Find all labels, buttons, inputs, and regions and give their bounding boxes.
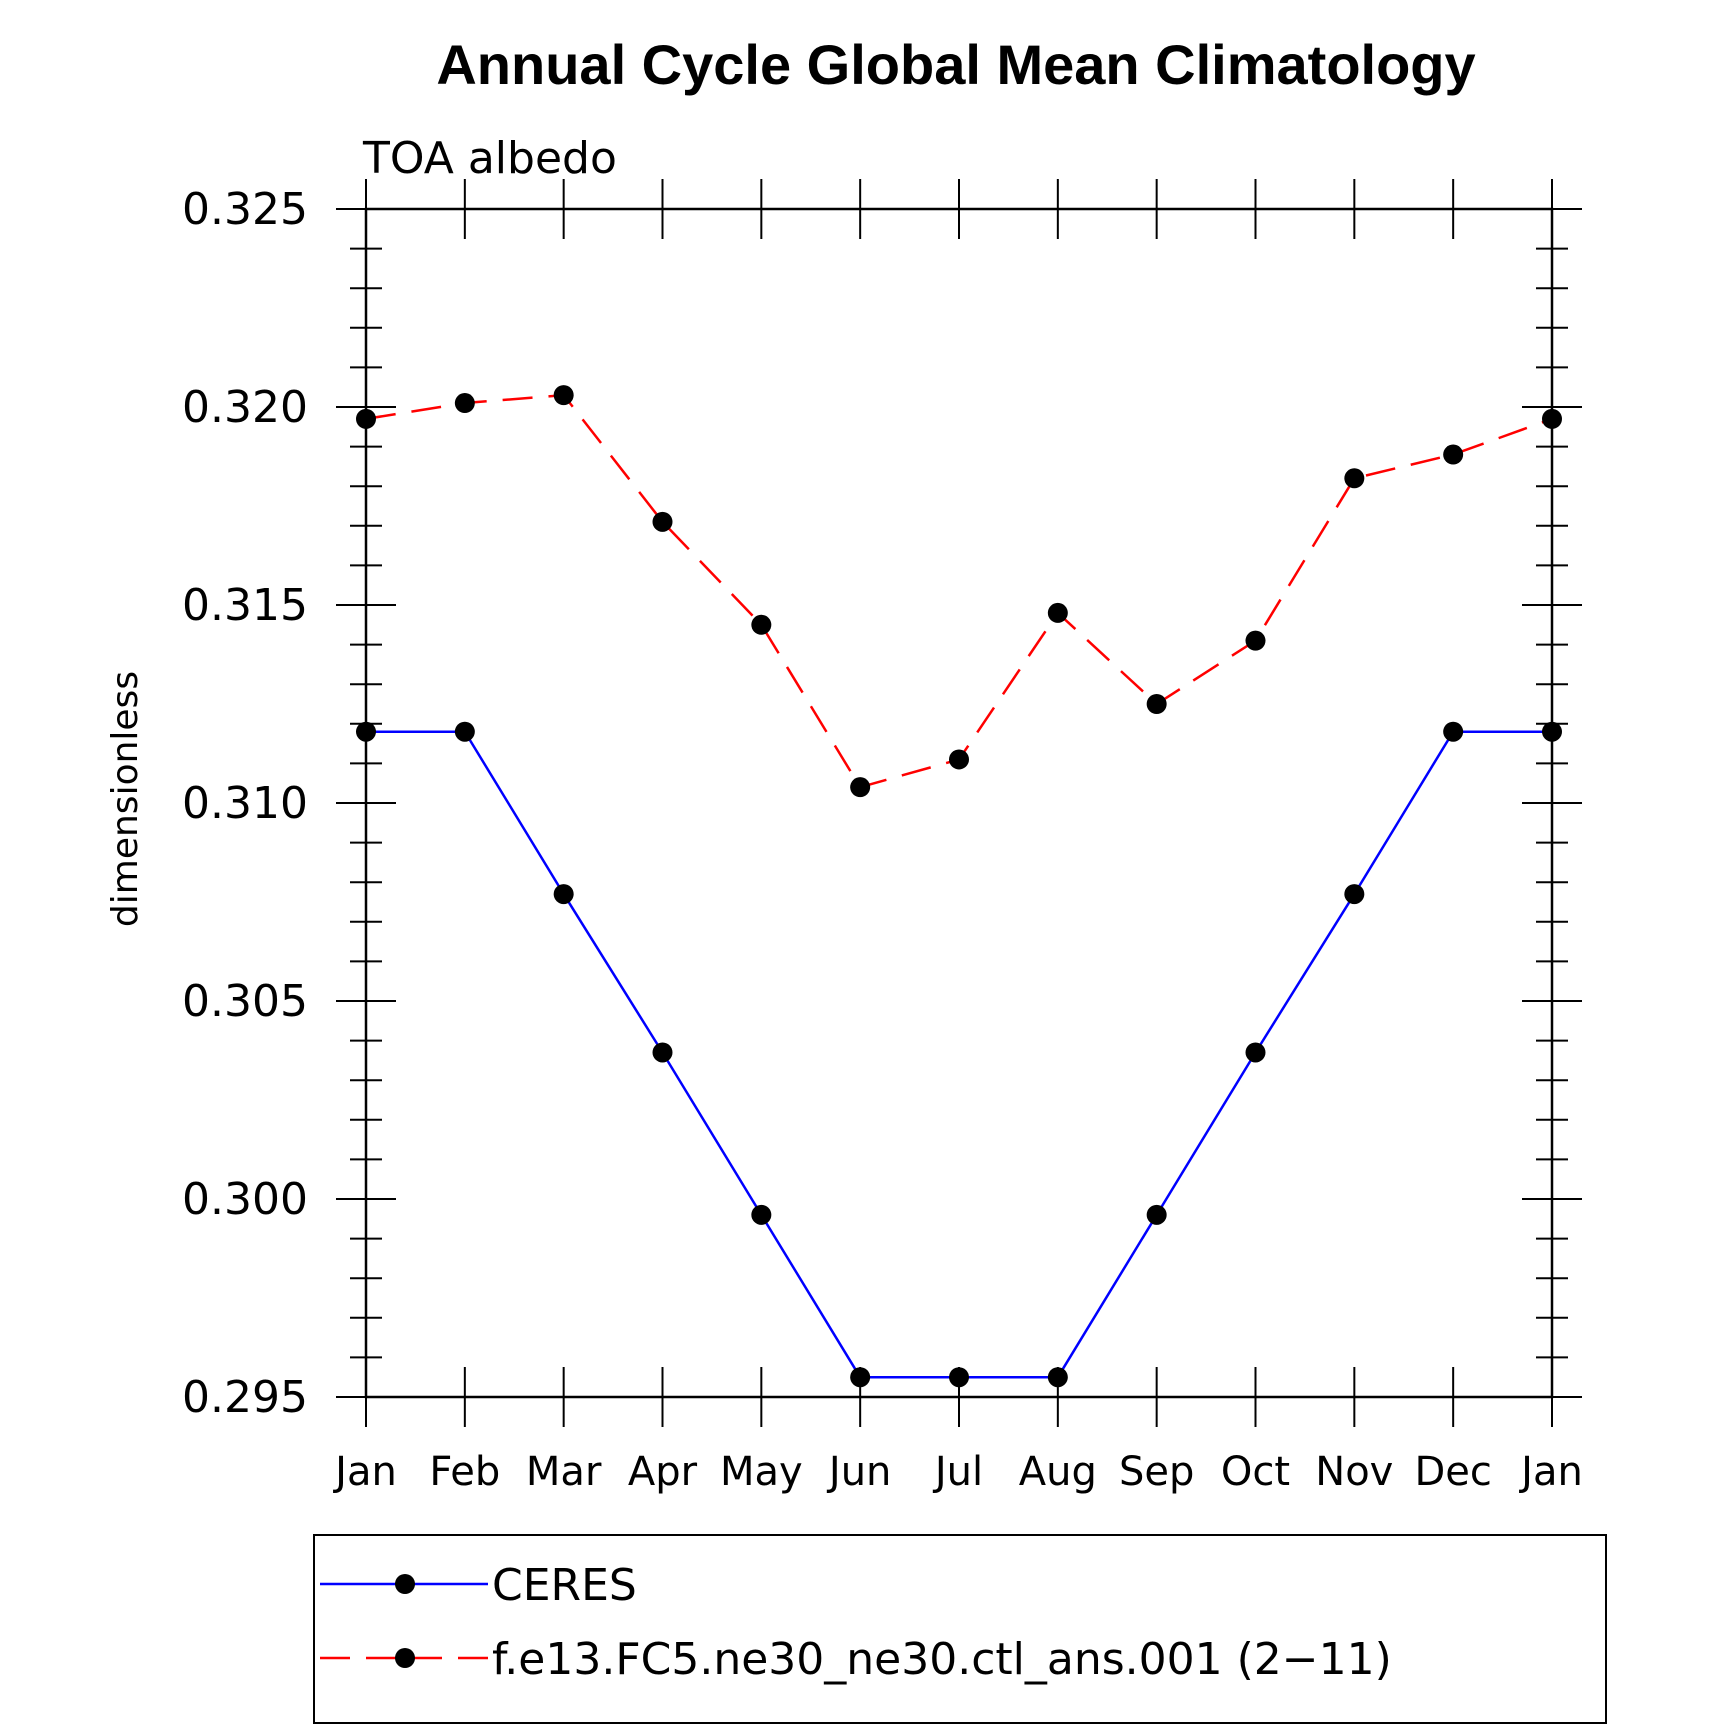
legend-marker [395, 1574, 415, 1594]
x-tick-label: Aug [1019, 1449, 1097, 1495]
y-tick-label: 0.325 [182, 184, 308, 235]
data-point [553, 884, 574, 905]
data-point [949, 1367, 969, 1388]
y-tick-label: 0.295 [182, 1372, 308, 1423]
x-tick-label: Mar [526, 1449, 602, 1495]
series-layer [356, 385, 1562, 1388]
y-tick-label: 0.310 [182, 778, 308, 829]
y-tick-label: 0.315 [182, 580, 308, 631]
data-point [1344, 884, 1365, 905]
x-tick-label: Oct [1221, 1449, 1290, 1495]
axes: 0.295 0.300 0.305 0.310 0.315 0.320 0.325 Jan Fe… [182, 179, 1583, 1495]
data-point [356, 721, 376, 742]
x-tick-label: Dec [1414, 1449, 1491, 1495]
data-point [751, 614, 772, 635]
data-point [850, 777, 871, 798]
data-point [1047, 602, 1068, 623]
legend-box [313, 1534, 1607, 1724]
data-point [454, 721, 475, 742]
series-line [366, 730, 1552, 1379]
x-tick-label: Jan [332, 1449, 397, 1495]
data-point [1443, 444, 1464, 465]
data-point [1245, 1042, 1266, 1063]
data-point [850, 1367, 871, 1388]
data-point [1344, 468, 1365, 489]
data-point [1245, 630, 1266, 651]
x-tick-label: Apr [628, 1449, 698, 1495]
data-point [1443, 721, 1464, 742]
y-tick-label: 0.300 [182, 1174, 308, 1225]
data-point [1146, 1204, 1167, 1225]
data-point [454, 393, 475, 414]
data-point [1047, 1367, 1068, 1388]
data-point [553, 385, 574, 406]
x-tick-label: Jul [932, 1449, 983, 1495]
data-point [1542, 408, 1562, 429]
chart-title: Annual Cycle Global Mean Climatology [436, 33, 1475, 96]
y-tick-label: 0.305 [182, 976, 308, 1027]
x-tick-label: Sep [1119, 1449, 1194, 1495]
data-point [1146, 694, 1167, 714]
x-tick-label: Jan [1518, 1449, 1583, 1495]
x-tick-label: Nov [1315, 1449, 1393, 1495]
x-tick-label: Jun [826, 1449, 892, 1495]
plot-frame [364, 207, 1554, 1399]
data-point [356, 408, 376, 429]
legend: CERES f.e13.FC5.ne30_ne30.ctl_ans.001 (2−… [313, 1534, 1607, 1724]
data-point [652, 1042, 673, 1063]
series-1 [356, 721, 1562, 1388]
y-tick-label: 0.320 [182, 382, 308, 433]
series-line [365, 393, 1553, 789]
data-point [652, 511, 673, 532]
data-point [949, 749, 969, 770]
legend-marker [395, 1648, 415, 1668]
data-point [1542, 721, 1562, 742]
x-tick-label: May [720, 1449, 803, 1495]
legend-label: CERES [492, 1560, 637, 1611]
legend-label: f.e13.FC5.ne30_ne30.ctl_ans.001 (2−11) [492, 1634, 1392, 1685]
y-axis-label: dimensionless [105, 671, 146, 927]
data-point [751, 1204, 772, 1225]
x-tick-label: Feb [429, 1449, 500, 1495]
series-2 [356, 385, 1562, 798]
chart-subtitle: TOA albedo [362, 133, 617, 184]
